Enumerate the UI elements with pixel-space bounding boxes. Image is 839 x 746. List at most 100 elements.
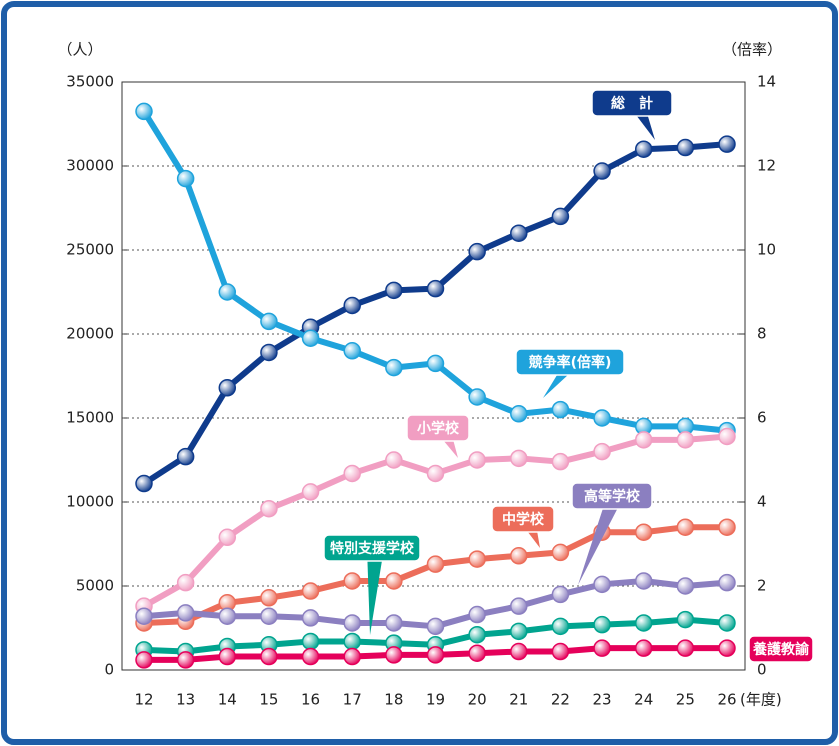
x-tick-label: 26 [717, 691, 736, 709]
x-tick-label: 18 [384, 691, 403, 709]
marker [176, 169, 195, 188]
x-tick-label: 22 [551, 691, 570, 709]
marker [343, 296, 361, 315]
y2-tick-label: 12 [757, 157, 776, 175]
marker [718, 135, 736, 153]
marker [385, 614, 403, 632]
marker [676, 639, 695, 657]
marker [176, 604, 195, 622]
marker [551, 585, 570, 604]
callout-tail [367, 548, 384, 635]
marker [468, 644, 486, 662]
legend-label: 小学校 [417, 420, 460, 437]
marker [135, 102, 153, 121]
marker [676, 577, 695, 595]
callout-box [515, 348, 625, 376]
callout-tail [578, 496, 624, 585]
y-tick-label: 35000 [66, 73, 114, 91]
marker [676, 610, 695, 629]
marker [634, 431, 653, 449]
marker [510, 597, 528, 615]
marker [510, 449, 528, 468]
marker [718, 518, 736, 536]
marker [385, 281, 403, 300]
marker [301, 632, 320, 651]
x-tick-label: 19 [426, 691, 445, 709]
marker [301, 582, 320, 600]
marker [593, 442, 611, 461]
marker [301, 609, 320, 627]
marker [676, 431, 695, 449]
marker [301, 483, 320, 501]
marker [426, 464, 445, 483]
x-tick-label: 24 [634, 691, 653, 709]
marker [468, 451, 486, 469]
y2-tick-label: 0 [757, 661, 767, 679]
marker [718, 614, 736, 632]
marker [718, 573, 736, 592]
marker [676, 518, 695, 536]
x-tick-label: 23 [593, 691, 612, 709]
marker [468, 605, 486, 624]
marker [343, 632, 361, 651]
marker [593, 409, 611, 427]
marker [593, 162, 611, 180]
marker [218, 647, 237, 666]
marker [343, 614, 361, 632]
callout-box [591, 89, 673, 117]
marker [593, 575, 611, 594]
marker [260, 343, 278, 362]
marker [551, 543, 570, 562]
callout-box [571, 482, 653, 510]
marker [385, 358, 403, 377]
x-tick-label: 17 [343, 691, 362, 709]
y2-tick-label: 8 [757, 325, 767, 343]
marker [676, 138, 695, 157]
y-tick-label: 10000 [66, 493, 114, 511]
marker [426, 646, 445, 664]
marker [718, 427, 736, 446]
marker [510, 547, 528, 565]
marker [176, 447, 195, 466]
marker [260, 607, 278, 625]
marker [634, 140, 653, 158]
marker [718, 639, 736, 657]
legend-label: 特別支援学校 [330, 540, 415, 557]
y2-tick-label: 14 [757, 73, 776, 91]
y2-tick-label: 6 [757, 409, 767, 427]
marker [385, 646, 403, 664]
marker [343, 572, 361, 590]
marker [510, 642, 528, 661]
marker [634, 614, 653, 632]
x-tick-label: 13 [176, 691, 195, 709]
marker [426, 279, 445, 298]
x-tick-label: 15 [259, 691, 278, 709]
x-tick-label: 12 [134, 691, 153, 709]
marker [551, 617, 570, 636]
marker [218, 379, 237, 397]
marker [551, 207, 570, 226]
legend-label: 総 計 [611, 95, 653, 112]
y-axis-label: （人） [57, 41, 102, 59]
marker [385, 451, 403, 469]
callout-box [748, 635, 814, 663]
plot-frame [121, 81, 746, 671]
marker [176, 651, 195, 669]
x-tick-label: 20 [468, 691, 487, 709]
y-tick-label: 25000 [66, 241, 114, 259]
legend-label: 高等学校 [584, 488, 641, 505]
marker [135, 607, 153, 625]
y-tick-label: 30000 [66, 157, 114, 175]
marker [510, 405, 528, 423]
y-tick-label: 0 [104, 661, 114, 679]
y2-tick-label: 10 [757, 241, 776, 259]
y2-tick-label: 4 [757, 493, 767, 511]
marker [218, 528, 237, 547]
marker [218, 607, 237, 625]
marker [551, 642, 570, 661]
x-tick-label: 16 [301, 691, 320, 709]
y-tick-label: 15000 [66, 409, 114, 427]
marker [593, 615, 611, 634]
